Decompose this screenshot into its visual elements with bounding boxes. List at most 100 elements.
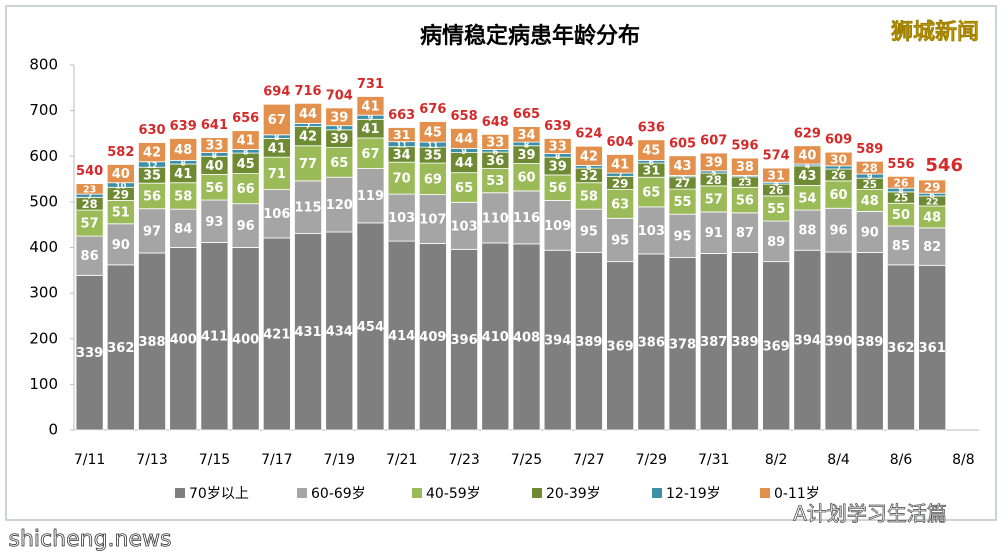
data-label: 89: [767, 235, 785, 250]
data-label: 91: [705, 226, 723, 241]
bar-segment: [512, 126, 541, 143]
bar-segment: [418, 162, 447, 195]
data-label: 9: [336, 124, 342, 133]
bar-segment: [637, 139, 666, 161]
total-label: 656: [232, 111, 259, 126]
x-tick-label: 8/8: [952, 452, 975, 468]
legend-label: 40-59岁: [426, 486, 481, 502]
total-label: 546: [925, 155, 963, 176]
bar-segment: [762, 220, 791, 263]
data-label: 41: [237, 134, 255, 149]
data-label: 45: [424, 125, 442, 140]
data-label: 9: [461, 147, 467, 156]
total-label: 676: [419, 102, 446, 117]
bar-segment: [887, 175, 915, 189]
data-label: 93: [205, 215, 223, 230]
bar-segment: [481, 168, 510, 194]
data-label: 378: [669, 337, 696, 352]
bar-segment: [481, 242, 510, 431]
data-label: 86: [81, 249, 99, 264]
bar-segment: [762, 195, 791, 222]
data-label: 362: [107, 341, 134, 356]
total-label: 582: [107, 145, 134, 160]
data-label: 103: [638, 224, 665, 239]
x-tick-label: 7/27: [573, 452, 604, 468]
total-label: 556: [887, 157, 914, 172]
bar-segment: [824, 207, 853, 253]
legend-label: 12-19岁: [666, 486, 721, 502]
bar-segment: [918, 227, 947, 266]
data-label: 88: [798, 224, 816, 239]
bar-segment: [450, 128, 479, 149]
data-label: 45: [237, 157, 255, 172]
bar-segment: [262, 156, 291, 190]
data-label: 339: [76, 346, 103, 361]
data-label: 414: [388, 329, 415, 344]
data-label: 67: [268, 113, 286, 128]
data-label: 396: [451, 333, 478, 348]
bar-segment: [200, 137, 229, 153]
bar-segment: [262, 189, 291, 239]
bar-segment: [325, 231, 354, 431]
data-label: 103: [388, 211, 415, 226]
data-label: 41: [361, 122, 379, 137]
data-label: 388: [138, 335, 165, 350]
total-label: 704: [326, 88, 353, 103]
data-label: 369: [763, 339, 790, 354]
bar-segment: [262, 237, 291, 431]
y-tick-label: 300: [29, 284, 58, 302]
total-label: 731: [357, 77, 384, 92]
x-tick-label: 7/23: [448, 452, 479, 468]
data-label: 11: [427, 141, 439, 150]
watermark: 狮城新闻: [891, 19, 979, 45]
data-label: 31: [393, 127, 411, 142]
data-label: 39: [330, 110, 348, 125]
total-label: 605: [669, 136, 696, 151]
data-label: 70: [393, 172, 411, 187]
legend-swatch: [297, 488, 307, 498]
data-label: 386: [638, 335, 665, 350]
data-label: 41: [268, 141, 286, 156]
bar-segment: [356, 96, 385, 116]
data-label: 23: [83, 184, 96, 195]
data-label: 66: [237, 182, 255, 197]
data-label: 6: [649, 158, 655, 167]
bar-segment: [543, 200, 572, 251]
data-label: 57: [705, 192, 723, 207]
data-label: 12: [146, 161, 157, 170]
data-label: 26: [769, 184, 784, 197]
bar-segment: [668, 155, 697, 176]
bar-segment: [762, 261, 791, 431]
data-label: 56: [143, 189, 161, 204]
x-tick-label: 7/13: [136, 452, 167, 468]
bar-segment: [730, 157, 759, 176]
total-label: 574: [763, 149, 790, 164]
data-label: 115: [294, 201, 321, 216]
total-label: 665: [513, 107, 540, 122]
bar-segment: [75, 274, 104, 431]
total-label: 639: [170, 119, 197, 134]
bar-segment: [450, 201, 479, 250]
data-label: 389: [575, 335, 602, 350]
data-label: 33: [486, 135, 504, 150]
data-label: 8: [524, 140, 530, 149]
bar-segment: [637, 206, 666, 255]
data-label: 34: [393, 148, 411, 163]
bar-segment: [294, 180, 323, 234]
data-label: 69: [424, 172, 442, 187]
bar-segment: [200, 199, 229, 243]
data-label: 44: [299, 107, 317, 122]
bar-segment: [574, 208, 603, 253]
data-label: 26: [894, 176, 909, 189]
bar-segment: [325, 176, 354, 233]
y-tick-label: 500: [29, 192, 58, 210]
data-label: 96: [830, 224, 848, 239]
bar-segment: [75, 235, 104, 276]
data-label: 39: [549, 160, 567, 175]
data-label: 400: [232, 332, 259, 347]
data-label: 56: [205, 181, 223, 196]
data-label: 119: [357, 189, 384, 204]
bar-segment: [918, 264, 947, 431]
bar-segment: [294, 232, 323, 431]
data-label: 95: [611, 233, 629, 248]
